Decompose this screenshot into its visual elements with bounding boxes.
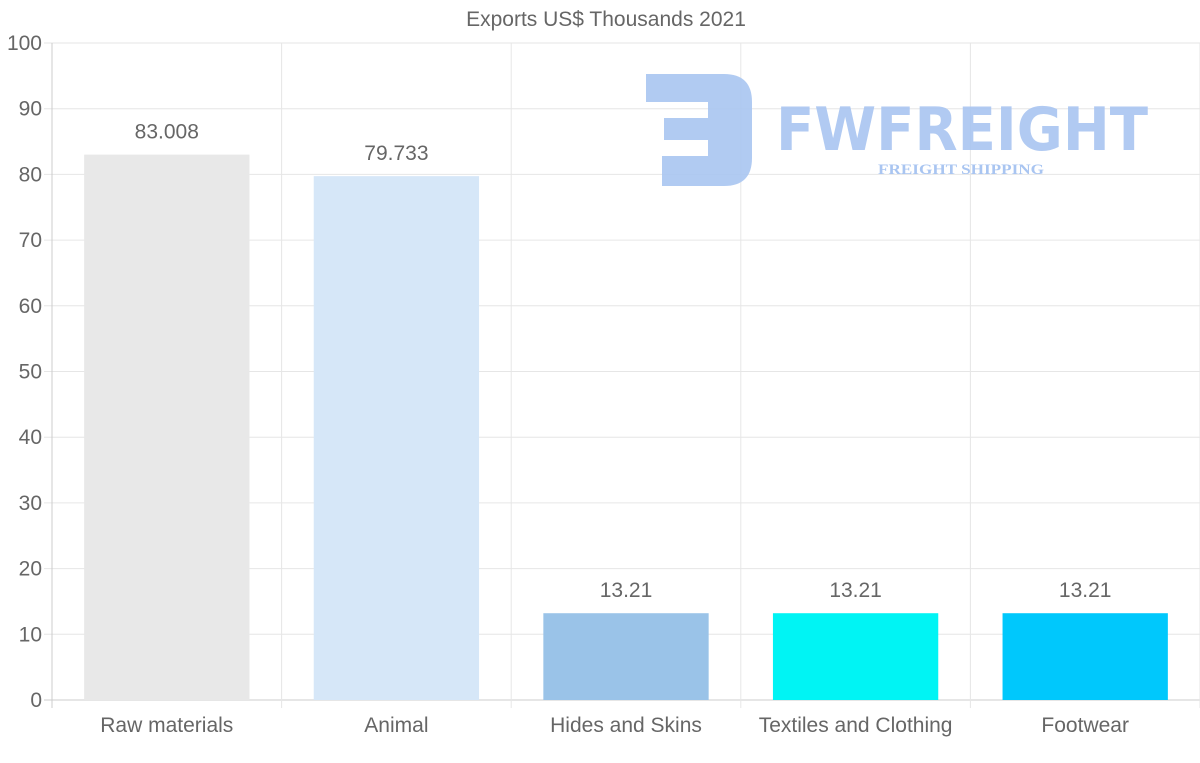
y-tick-label: 20 bbox=[19, 558, 42, 581]
bar-value-label: 13.21 bbox=[829, 579, 882, 602]
x-tick-label: Textiles and Clothing bbox=[759, 714, 953, 737]
bar-value-label: 13.21 bbox=[1059, 579, 1112, 602]
bar-raw-materials[interactable] bbox=[84, 154, 250, 700]
x-tick-label: Footwear bbox=[1041, 714, 1129, 737]
chart-title: Exports US$ Thousands 2021 bbox=[466, 8, 746, 31]
gridlines bbox=[44, 42, 1200, 708]
y-tick-label: 80 bbox=[19, 163, 42, 186]
y-tick-label: 50 bbox=[19, 361, 42, 384]
x-axis: Raw materials Animal Hides and Skins Textil… bbox=[100, 714, 1129, 737]
bar-animal[interactable] bbox=[313, 176, 480, 701]
watermark-brand: FWFREIGHT bbox=[776, 95, 1148, 165]
bar-value-label: 13.21 bbox=[600, 579, 653, 602]
y-tick-label: 70 bbox=[19, 229, 42, 252]
logo-mark-icon bbox=[646, 74, 752, 186]
watermark-tagline: FREIGHT SHIPPING bbox=[878, 162, 1044, 178]
y-tick-label: 90 bbox=[19, 98, 42, 121]
x-tick-label: Hides and Skins bbox=[550, 714, 702, 737]
y-tick-label: 0 bbox=[30, 689, 42, 712]
bar-value-label: 83.008 bbox=[135, 121, 199, 144]
bar-textiles-and-clothing[interactable] bbox=[772, 613, 939, 700]
x-tick-label: Animal bbox=[364, 714, 428, 737]
y-axis: 0 10 20 30 40 50 60 70 80 90 100 bbox=[7, 32, 42, 712]
x-tick-label: Raw materials bbox=[100, 714, 233, 737]
y-tick-label: 30 bbox=[19, 492, 42, 515]
bars: 83.008 79.733 13.21 13.21 13.21 bbox=[84, 121, 1168, 701]
y-tick-label: 100 bbox=[7, 32, 42, 55]
bar-hides-and-skins[interactable] bbox=[543, 613, 709, 700]
y-tick-label: 60 bbox=[19, 295, 42, 318]
y-tick-label: 10 bbox=[19, 623, 42, 646]
bar-value-label: 79.733 bbox=[364, 142, 428, 165]
fwfreight-watermark-logo: FWFREIGHT FREIGHT SHIPPING bbox=[646, 74, 1148, 186]
bar-footwear[interactable] bbox=[1002, 613, 1168, 700]
y-tick-label: 40 bbox=[19, 426, 42, 449]
